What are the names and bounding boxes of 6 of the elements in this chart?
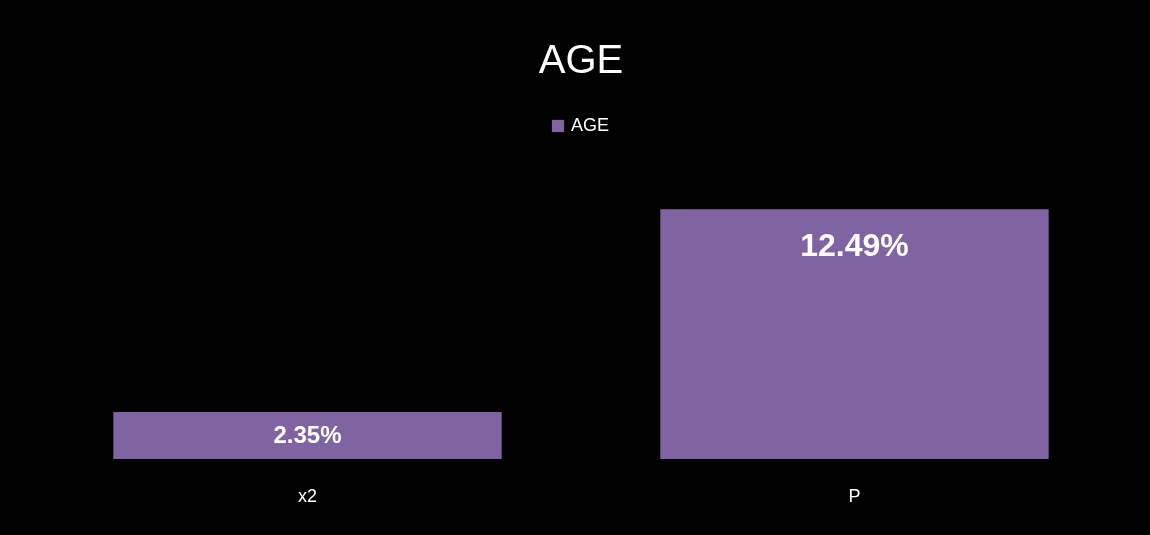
legend-label: AGE xyxy=(571,115,610,135)
chart-title: AGE xyxy=(538,37,624,81)
x-tick-label: x2 xyxy=(297,485,318,506)
data-label: 2.35% xyxy=(273,421,342,448)
data-label: 12.49% xyxy=(800,227,909,264)
x-tick-label: P xyxy=(848,485,861,506)
